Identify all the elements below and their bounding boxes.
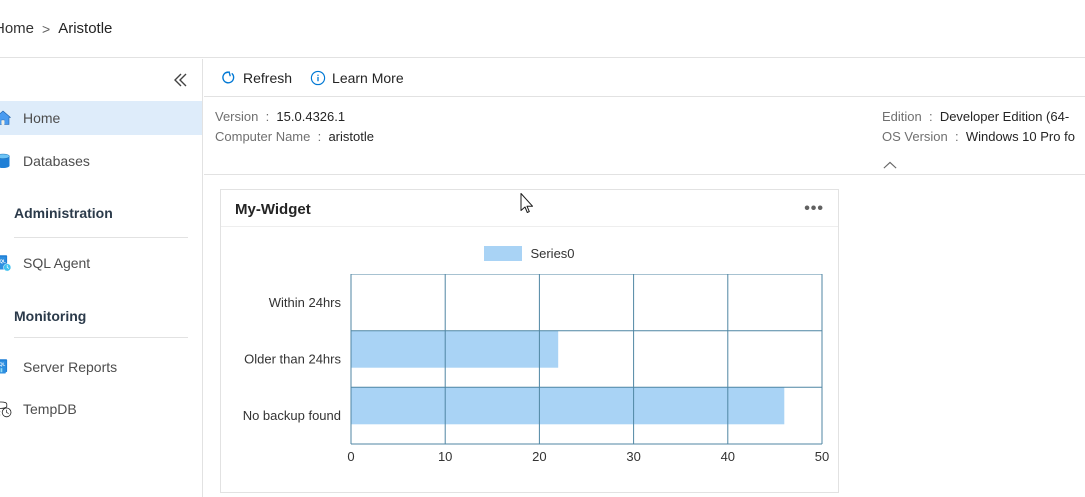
svg-text:SQL: SQL	[0, 258, 6, 263]
svg-text:20: 20	[532, 449, 546, 464]
svg-text:Within 24hrs: Within 24hrs	[269, 295, 342, 310]
svg-text:SQL: SQL	[0, 362, 6, 367]
svg-text:0: 0	[347, 449, 354, 464]
svg-text:No backup found: No backup found	[243, 408, 341, 423]
svg-text:Older than 24hrs: Older than 24hrs	[244, 351, 341, 366]
svg-text:10: 10	[438, 449, 452, 464]
svg-text:40: 40	[721, 449, 735, 464]
svg-text:30: 30	[626, 449, 640, 464]
svg-text:50: 50	[815, 449, 829, 464]
